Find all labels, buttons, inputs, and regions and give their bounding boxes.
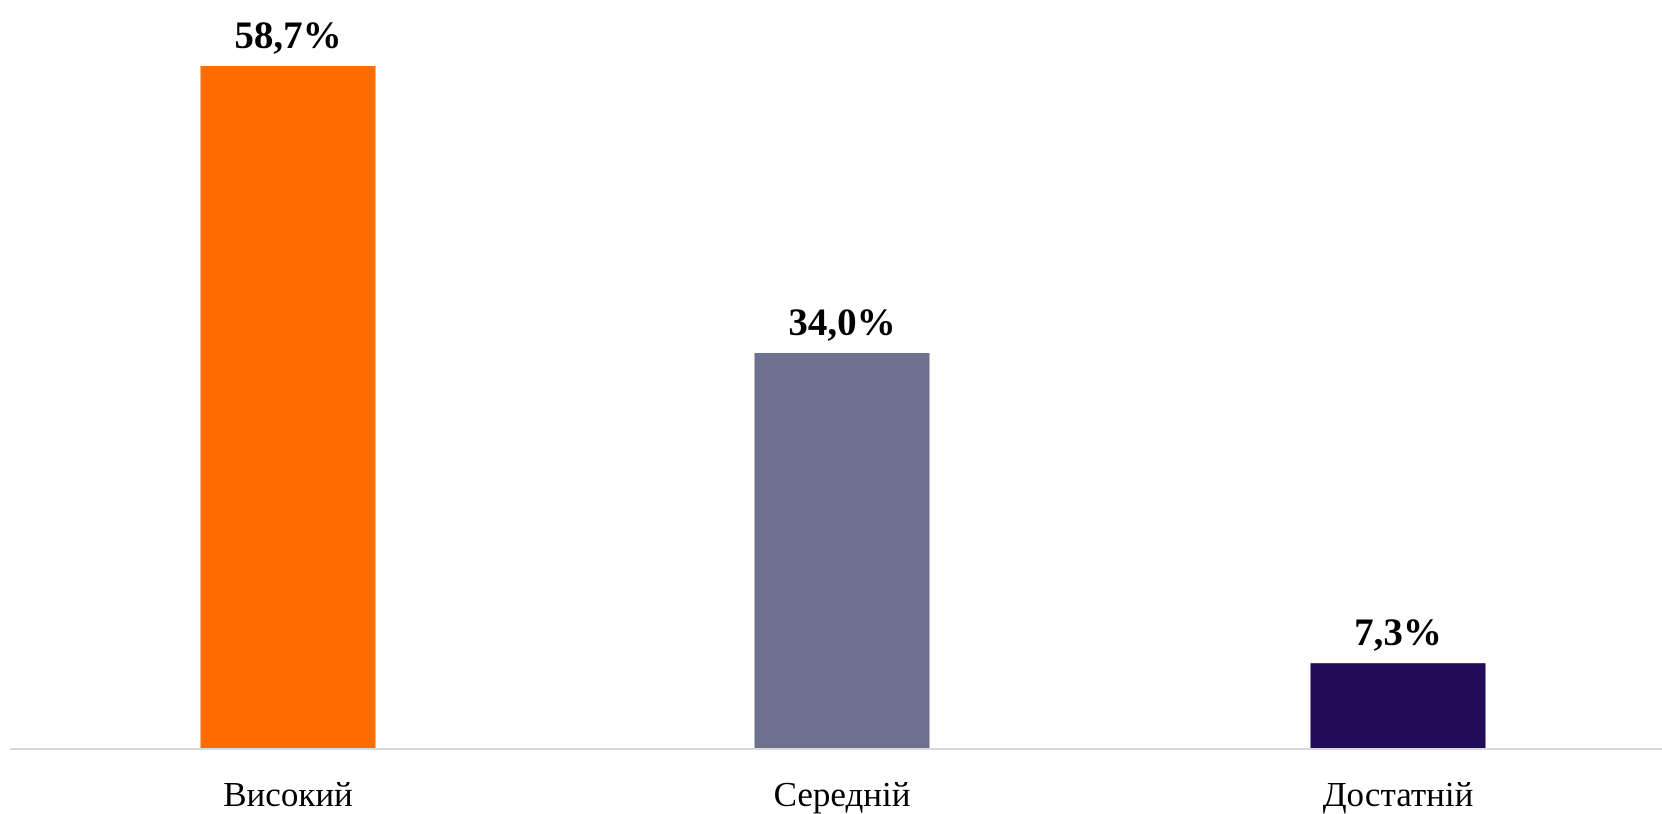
data-label-1: 58,7% bbox=[234, 14, 341, 57]
category-labels-group: Високий Середній Достатній bbox=[223, 775, 1473, 814]
data-label-3: 7,3% bbox=[1354, 611, 1442, 654]
bar-1 bbox=[200, 66, 376, 748]
value-labels-group: 58,7% 34,0% 7,3% bbox=[234, 14, 1442, 654]
category-label-3: Достатній bbox=[1323, 775, 1474, 814]
bar-2 bbox=[754, 352, 930, 748]
bars-group bbox=[200, 66, 1486, 748]
data-label-2: 34,0% bbox=[788, 301, 895, 344]
category-label-2: Середній bbox=[774, 775, 911, 814]
category-label-1: Високий bbox=[223, 775, 353, 814]
bar-3 bbox=[1310, 663, 1486, 748]
